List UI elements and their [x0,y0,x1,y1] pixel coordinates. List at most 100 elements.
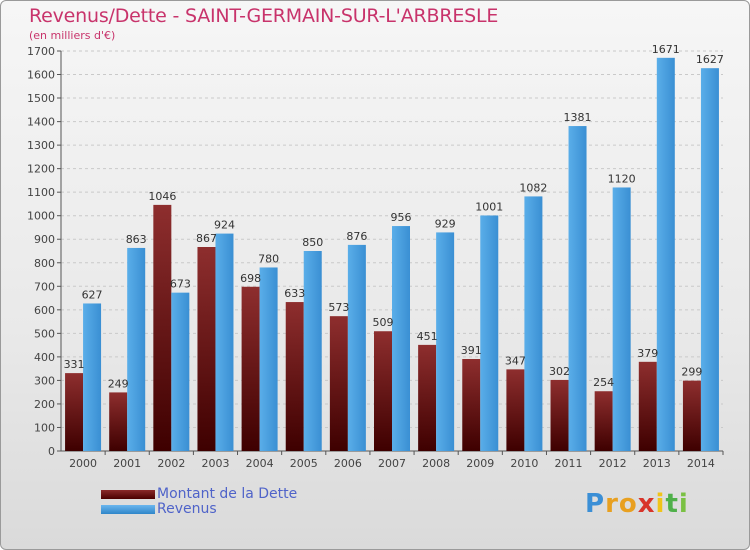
data-label-revenus: 1120 [608,172,636,185]
data-label-revenus: 1082 [519,181,547,194]
bar-revenus [568,126,587,451]
bar-revenus [612,187,631,451]
x-tick-label: 2008 [422,457,450,470]
logo-letter: i [678,489,689,519]
data-label-revenus: 780 [258,252,279,265]
bar-revenus [83,303,102,451]
x-tick-label: 2009 [466,457,494,470]
logo-letter: i [655,489,666,519]
data-label-revenus: 1001 [475,200,503,213]
data-label-dette: 331 [64,358,85,371]
bar-revenus [480,215,499,451]
data-label-dette: 698 [240,272,261,285]
data-label-dette: 347 [505,354,526,367]
data-label-dette: 249 [108,377,129,390]
y-tick-label: 1300 [27,139,55,152]
bar-dette [241,286,260,451]
bar-revenus [656,57,675,452]
y-tick-label: 1400 [27,116,55,129]
data-label-dette: 509 [373,316,394,329]
bar-revenus [700,68,719,452]
bar-dette [594,391,613,451]
bar-dette [285,302,304,451]
y-tick-label: 500 [34,327,55,340]
data-label-revenus: 673 [170,278,191,291]
data-label-dette: 299 [681,366,702,379]
bar-dette [197,247,216,451]
x-tick-label: 2013 [643,457,671,470]
logo-letter: x [637,489,656,519]
data-label-dette: 1046 [148,190,176,203]
data-label-revenus: 956 [391,211,412,224]
x-tick-label: 2011 [555,457,583,470]
data-label-revenus: 924 [214,219,235,232]
y-tick-label: 0 [48,445,55,458]
x-tick-label: 2006 [334,457,362,470]
y-tick-label: 1200 [27,163,55,176]
x-tick-label: 2002 [157,457,185,470]
x-tick-label: 2003 [201,457,229,470]
x-tick-label: 2010 [510,457,538,470]
x-tick-label: 2001 [113,457,141,470]
chart-title: Revenus/Dette - SAINT-GERMAIN-SUR-L'ARBR… [29,5,499,27]
bar-revenus [303,251,322,451]
legend-swatch-dette [101,490,155,499]
x-tick-label: 2007 [378,457,406,470]
bar-revenus [524,196,543,451]
y-tick-label: 900 [34,233,55,246]
logo-letter: o [618,489,638,519]
x-tick-label: 2014 [687,457,715,470]
y-tick-label: 700 [34,280,55,293]
y-tick-label: 1100 [27,186,55,199]
y-tick-label: 400 [34,351,55,364]
legend-label-dette: Montant de la Dette [157,486,298,502]
data-label-revenus: 863 [126,233,147,246]
bar-revenus [215,233,234,451]
y-tick-label: 800 [34,257,55,270]
data-label-revenus: 850 [302,236,323,249]
y-tick-label: 1500 [27,92,55,105]
bar-dette [153,204,172,451]
data-label-dette: 302 [549,365,570,378]
bar-dette [550,379,569,451]
data-label-revenus: 1381 [564,111,592,124]
data-label-dette: 867 [196,232,217,245]
bar-dette [65,373,84,451]
y-tick-label: 100 [34,421,55,434]
x-tick-label: 2012 [599,457,627,470]
bar-revenus [127,247,146,451]
bar-revenus [392,226,410,451]
bar-dette [682,380,701,451]
x-tick-label: 2004 [246,457,274,470]
data-label-dette: 451 [417,330,438,343]
legend-label-revenus: Revenus [157,501,217,517]
data-label-revenus: 876 [346,230,367,243]
proxiti-logo: Proxiti [585,489,689,519]
bar-dette [638,361,657,451]
data-label-revenus: 1627 [696,53,724,66]
chart-subtitle: (en milliers d'€) [29,29,116,42]
y-tick-label: 1700 [27,45,55,58]
bar-revenus [347,244,366,451]
y-tick-label: 600 [34,304,55,317]
y-tick-label: 1600 [27,69,55,82]
bar-dette [462,359,481,451]
data-label-dette: 633 [284,287,305,300]
data-label-dette: 391 [461,344,482,357]
x-tick-label: 2005 [290,457,318,470]
y-tick-label: 200 [34,398,55,411]
logo-letter: r [605,489,619,519]
bar-revenus [436,232,455,451]
data-label-dette: 379 [637,347,658,360]
data-label-revenus: 627 [82,288,103,301]
data-label-dette: 254 [593,376,614,389]
bar-revenus [259,267,278,451]
bar-dette [418,344,437,451]
bar-dette [506,369,525,451]
bar-dette [329,316,348,451]
y-tick-label: 300 [34,374,55,387]
x-tick-label: 2000 [69,457,97,470]
bar-revenus [171,292,190,451]
